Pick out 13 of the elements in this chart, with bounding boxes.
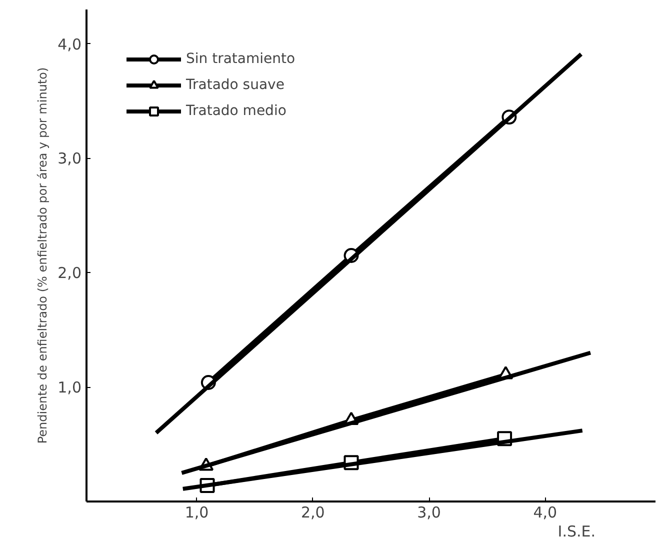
y-tick-label: 3,0 (58, 150, 82, 168)
y-tick-label: 1,0 (58, 378, 82, 397)
x-axis-title: I.S.E. (558, 522, 596, 540)
legend-label: Sin tratamiento (186, 51, 296, 67)
y-tick-label: 2,0 (58, 264, 82, 282)
legend-label: Tratado suave (186, 77, 284, 93)
y-tick-label: 4,0 (58, 35, 82, 54)
x-tick-label: 4,0 (533, 504, 558, 522)
x-tick-label: 2,0 (301, 504, 325, 522)
x-tick-label: 3,0 (417, 504, 441, 522)
legend-label: Tratado medio (186, 103, 286, 119)
y-axis-title: Pendiente de enfieltrado (% enfieltrado por área y por minuto) (36, 67, 50, 444)
x-tick-label: 1,0 (184, 504, 209, 522)
